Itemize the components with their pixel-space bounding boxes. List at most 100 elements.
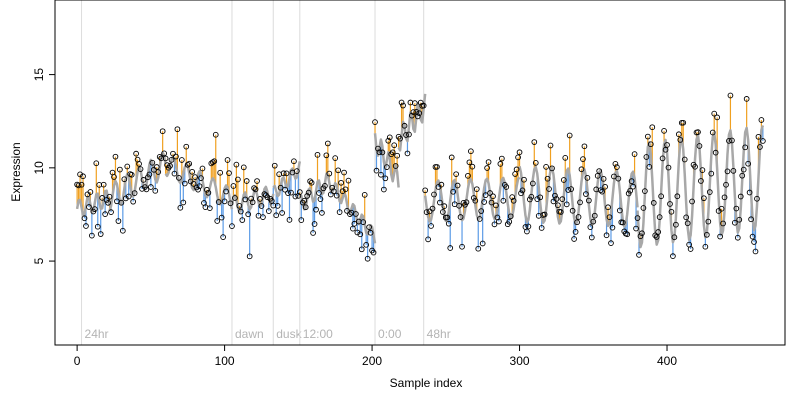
data-point (261, 191, 268, 197)
data-point (367, 229, 374, 236)
data-point (398, 99, 405, 106)
data-point (342, 186, 349, 193)
data-point (566, 132, 573, 139)
data-point (245, 211, 252, 218)
data-point (190, 181, 197, 187)
data-point (577, 199, 583, 206)
data-point (301, 197, 308, 204)
data-point (223, 188, 229, 195)
marker-label: 48hr (427, 327, 451, 341)
data-point (83, 223, 89, 229)
data-point (392, 163, 399, 169)
data-point (506, 218, 513, 225)
data-point (215, 199, 222, 205)
data-point (444, 214, 451, 221)
data-point (448, 154, 455, 161)
data-point (426, 208, 433, 215)
data-point (537, 194, 544, 201)
data-point (586, 197, 592, 204)
data-point (469, 163, 476, 170)
data-point (112, 153, 119, 160)
data-point (466, 159, 473, 166)
data-point (271, 162, 278, 169)
data-point (630, 183, 636, 190)
data-point (680, 119, 687, 126)
data-point (288, 189, 294, 196)
data-point (602, 183, 608, 190)
data-point (168, 157, 175, 163)
data-point (406, 131, 412, 138)
data-point (720, 220, 726, 227)
data-point (497, 161, 504, 167)
data-point (305, 189, 312, 196)
data-point (143, 186, 150, 193)
data-point (155, 169, 162, 175)
data-point (205, 189, 212, 196)
data-point (732, 219, 738, 226)
data-point (291, 158, 297, 165)
data-point (195, 186, 201, 193)
data-point (453, 171, 459, 178)
data-point (428, 223, 434, 229)
data-point (283, 170, 290, 177)
data-point (544, 175, 551, 182)
data-point (237, 208, 244, 215)
data-point (230, 183, 237, 189)
data-point (529, 180, 536, 187)
data-point (236, 202, 243, 209)
data-point (555, 202, 561, 209)
data-point (423, 209, 430, 215)
data-point (218, 214, 225, 221)
data-point (646, 164, 653, 170)
data-point (631, 151, 638, 157)
data-point (473, 186, 480, 193)
data-point (516, 149, 523, 156)
data-point (510, 197, 517, 204)
data-point (352, 211, 359, 217)
data-point (723, 181, 729, 188)
data-point (97, 231, 104, 237)
data-point (152, 187, 159, 194)
data-point (625, 190, 632, 197)
data-point (699, 167, 706, 173)
data-point (726, 138, 732, 144)
data-point (484, 165, 490, 171)
data-point (394, 152, 400, 159)
data-point (77, 171, 83, 178)
data-point (627, 187, 634, 194)
data-point (339, 188, 346, 195)
data-point (714, 114, 721, 121)
data-point (603, 232, 610, 239)
data-point (507, 213, 514, 220)
data-point (211, 158, 218, 165)
data-point (644, 133, 651, 140)
data-point (358, 246, 365, 253)
data-point (674, 193, 681, 200)
data-point (531, 139, 538, 145)
data-point (755, 133, 762, 140)
data-point (503, 184, 510, 190)
data-point (111, 174, 117, 180)
data-point (498, 155, 505, 162)
y-tick-label: 5 (32, 257, 46, 264)
data-point (102, 211, 108, 218)
data-point (745, 160, 751, 167)
data-point (509, 194, 516, 200)
data-point (273, 212, 280, 219)
data-point (706, 189, 713, 195)
data-point (322, 182, 328, 189)
data-point (214, 218, 221, 224)
data-point (119, 227, 126, 234)
data-point (397, 135, 403, 142)
data-point (416, 110, 423, 117)
data-point (584, 175, 591, 181)
data-point (667, 201, 673, 207)
data-point (737, 193, 744, 200)
data-point (456, 202, 462, 209)
data-point (146, 171, 153, 178)
data-point (636, 252, 642, 258)
data-point (220, 234, 226, 240)
data-point (591, 212, 598, 219)
data-point (366, 224, 372, 231)
data-point (156, 154, 163, 160)
